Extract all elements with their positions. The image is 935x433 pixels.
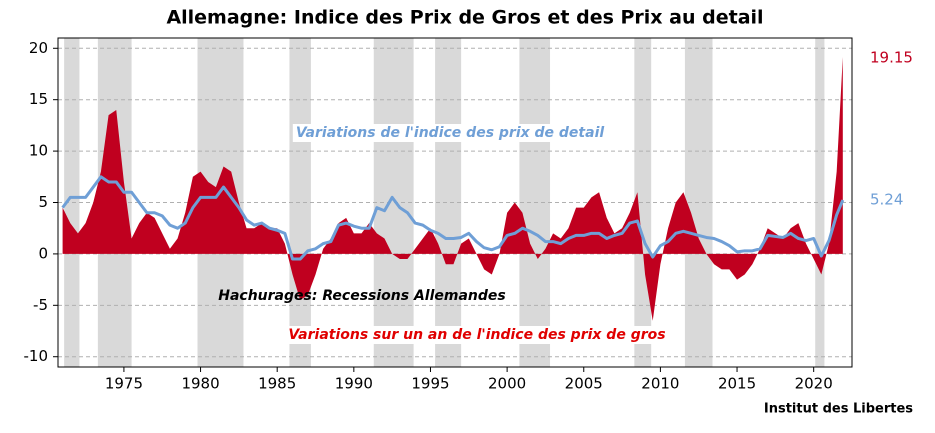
x-tick-label: 2010	[641, 375, 679, 393]
x-tick-label: 1995	[411, 375, 449, 393]
y-tick-label: -10	[24, 347, 49, 365]
end-label: 5.24	[870, 191, 903, 209]
x-tick-label: 1990	[335, 375, 373, 393]
annotation: Variations de l'indice des prix de detai…	[296, 125, 605, 141]
y-tick-label: 20	[29, 39, 48, 57]
x-tick-label: 2020	[795, 375, 833, 393]
y-tick-label: 15	[29, 90, 48, 108]
recession-band	[373, 38, 414, 367]
annotation-bg	[285, 326, 669, 344]
x-tick-label: 2015	[718, 375, 756, 393]
annotation: Hachurages: Recessions Allemandes	[218, 288, 505, 304]
y-tick-label: 0	[38, 244, 48, 262]
x-tick-label: 2005	[565, 375, 603, 393]
end-label: 19.15	[870, 49, 913, 67]
chart-title: Allemagne: Indice des Prix de Gros et de…	[166, 7, 763, 29]
source: Institut des Libertes	[764, 402, 913, 417]
plot-frame	[57, 37, 853, 368]
y-tick-label: 5	[38, 193, 48, 211]
y-tick-label: -5	[33, 296, 48, 314]
x-tick-label: 1985	[258, 375, 296, 393]
x-tick-label: 1975	[105, 375, 143, 393]
recession-band	[64, 38, 80, 367]
y-tick-label: 10	[29, 142, 48, 160]
x-tick-label: 2000	[488, 375, 526, 393]
annotation: Variations sur un an de l'indice des pri…	[288, 327, 665, 343]
retail-line	[61, 175, 845, 261]
plot	[58, 38, 852, 367]
annotation-bg	[292, 124, 608, 142]
recession-band	[815, 38, 825, 367]
x-tick-label: 1980	[181, 375, 219, 393]
wholesale-area	[62, 57, 843, 321]
